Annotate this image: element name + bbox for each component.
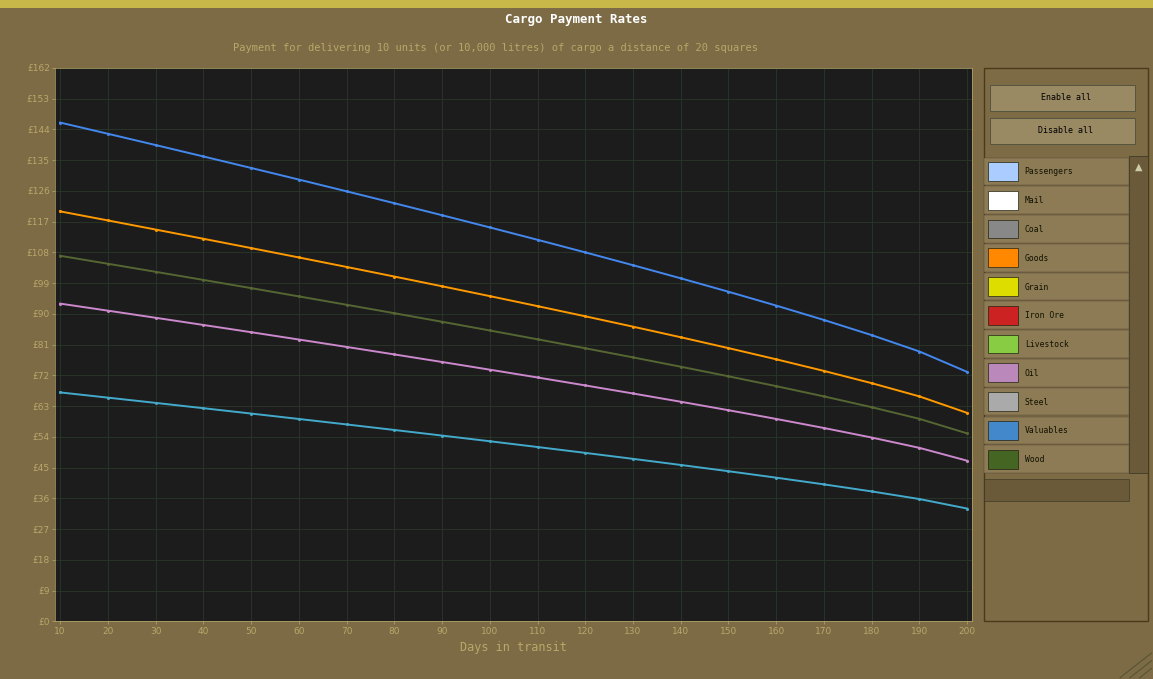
Bar [988,363,1018,382]
Bar [990,84,1136,111]
Text: Disable all: Disable all [1039,126,1093,136]
Text: Passengers: Passengers [1025,168,1073,177]
Bar [984,445,1129,473]
Text: Iron Ore: Iron Ore [1025,311,1064,320]
Text: Grain: Grain [1025,282,1049,291]
Bar [988,335,1018,354]
Bar [988,191,1018,210]
Bar [984,388,1129,416]
Text: Payment for delivering 10 units (or 10,000 litres) of cargo a distance of 20 squ: Payment for delivering 10 units (or 10,0… [233,43,759,52]
Text: Wood: Wood [1025,455,1045,464]
Text: Cargo Payment Rates: Cargo Payment Rates [505,14,648,26]
Bar [984,273,1129,300]
Text: Livestock: Livestock [1025,340,1069,349]
Bar [988,277,1018,296]
Bar [984,416,1129,444]
Text: Oil: Oil [1025,369,1039,378]
Text: Enable all: Enable all [1041,93,1091,103]
Text: Coal: Coal [1025,225,1045,234]
Text: Valuables: Valuables [1025,426,1069,435]
Bar [988,306,1018,325]
Bar [988,421,1018,440]
Text: ▲: ▲ [1135,162,1143,172]
Bar [988,162,1018,181]
Bar [988,392,1018,411]
Bar [990,117,1136,144]
Text: Mail: Mail [1025,196,1045,205]
X-axis label: Days in transit: Days in transit [460,642,567,655]
Bar [988,449,1018,469]
Bar [988,219,1018,238]
Bar [984,359,1129,386]
Bar [984,301,1129,329]
Bar [0,0,1153,7]
Bar [984,186,1129,214]
Bar [984,158,1129,185]
Bar [1129,156,1148,473]
Bar [984,330,1129,358]
Bar [984,215,1129,243]
Bar [984,244,1129,272]
Text: Steel: Steel [1025,398,1049,407]
Bar [984,479,1129,500]
Bar [988,249,1018,267]
Text: Goods: Goods [1025,254,1049,263]
